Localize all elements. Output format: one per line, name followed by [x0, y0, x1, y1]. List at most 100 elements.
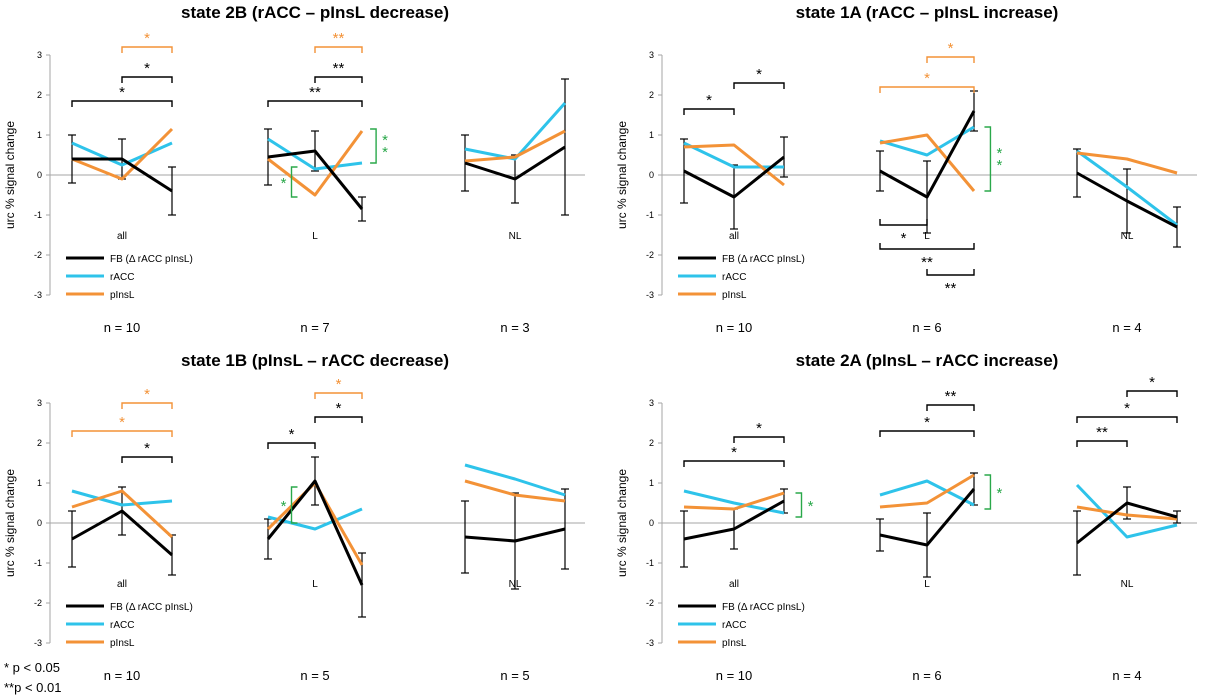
significance-star: *: [382, 132, 388, 149]
significance-star: *: [756, 66, 762, 83]
pinsl-line-l: [879, 133, 976, 192]
legend-label: rACC: [110, 620, 134, 631]
fb-line-all: [71, 509, 173, 557]
racc-line-nl: [1076, 149, 1178, 227]
legend-label: pInsL: [722, 290, 747, 301]
significance-star: *: [144, 386, 150, 403]
legend-label: rACC: [722, 272, 746, 283]
y-axis-label: urc % signal change: [3, 469, 17, 577]
significance-bracket: [314, 46, 363, 53]
significance-bracket: [683, 108, 735, 115]
y-tick-label: 1: [649, 478, 654, 488]
significance-star: *: [997, 145, 1003, 162]
significance-star: **: [309, 84, 321, 101]
significance-star: **: [945, 280, 957, 297]
group-n-label: n = 6: [912, 668, 941, 683]
legend-label: pInsL: [722, 638, 747, 649]
pinsl-line-l: [267, 130, 364, 197]
fb-line-nl: [1076, 171, 1178, 229]
significance-bracket: [314, 416, 363, 423]
group-n-label: n = 10: [104, 320, 141, 335]
group-n-label: n = 5: [500, 668, 529, 683]
y-tick-label: 0: [37, 170, 42, 180]
significance-bracket: [683, 460, 785, 467]
y-axis-label: urc % signal change: [615, 121, 629, 229]
y-tick-label: -3: [34, 290, 42, 300]
significance-bracket: [984, 126, 992, 192]
significance-bracket: [121, 76, 173, 83]
significance-bracket: [290, 486, 298, 524]
significance-star: *: [119, 414, 125, 431]
group-n-label: n = 4: [1112, 668, 1141, 683]
y-tick-label: 0: [649, 518, 654, 528]
fb-line-all: [72, 157, 173, 193]
legend-label: FB (Δ rACC pInsL): [110, 254, 193, 265]
y-tick-label: -3: [34, 638, 42, 648]
significance-bracket: [879, 243, 975, 250]
significance-star: *: [808, 498, 814, 515]
significance-bracket: [879, 86, 975, 93]
y-tick-label: -3: [646, 290, 654, 300]
y-tick-label: -2: [646, 598, 654, 608]
significance-star: *: [924, 70, 930, 87]
legend-label: FB (Δ rACC pInsL): [722, 602, 805, 613]
pinsl-line-all: [683, 491, 785, 511]
pinsl-line-all: [71, 127, 174, 181]
y-tick-label: 3: [649, 50, 654, 60]
fb-line-all: [683, 499, 785, 541]
significance-bracket: [290, 166, 298, 198]
significance-star: *: [336, 376, 342, 393]
chart-panel-1: state 2B (rACC – pInsL decrease) 3 2 1 0 -1 -2…: [3, 3, 585, 335]
y-tick-label: 2: [649, 438, 654, 448]
significance-star: *: [382, 144, 388, 161]
y-tick-label: -1: [34, 210, 42, 220]
group-label: L: [312, 231, 318, 242]
chart-panel-4: state 2A (pInsL – rACC increase) 3 2 1 0 -1 -2…: [615, 351, 1197, 683]
significance-bracket: [1126, 390, 1178, 397]
group-label: all: [729, 231, 739, 242]
significance-star: *: [997, 485, 1003, 502]
y-tick-label: 2: [37, 438, 42, 448]
significance-star: *: [997, 157, 1003, 174]
y-tick-label: 3: [37, 50, 42, 60]
pinsl-line-l: [879, 473, 975, 509]
chart-title: state 2B (rACC – pInsL decrease): [181, 3, 449, 22]
significance-bracket: [370, 128, 377, 164]
significance-star: *: [281, 175, 287, 192]
racc-line-l: [879, 479, 975, 507]
fb-line-l: [879, 110, 976, 199]
significance-star: **: [921, 254, 933, 271]
significance-star: *: [119, 84, 125, 101]
significance-bracket: [267, 442, 316, 449]
fb-line-all: [683, 155, 785, 199]
significance-bracket: [71, 100, 173, 107]
significance-bracket: [879, 430, 975, 437]
significance-star: *: [948, 40, 954, 57]
chart-panel-3: state 1B (pInsL – rACC decrease) 3 2 1 0 -1 -2…: [3, 351, 585, 683]
significance-star: *: [144, 440, 150, 457]
chart-title: state 1A (rACC – pInsL increase): [796, 3, 1059, 22]
group-n-label: n = 10: [104, 668, 141, 683]
group-label: all: [729, 579, 739, 590]
racc-line-nl: [1075, 483, 1178, 539]
footnote-p05: * p < 0.05: [4, 660, 61, 675]
significance-star: *: [731, 444, 737, 461]
y-tick-label: 2: [649, 90, 654, 100]
significance-bracket: [733, 82, 785, 89]
y-tick-label: -2: [34, 250, 42, 260]
y-tick-label: 1: [37, 130, 42, 140]
y-tick-label: -1: [646, 210, 654, 220]
legend-label: rACC: [110, 272, 134, 283]
significance-star: *: [756, 420, 762, 437]
significance-star: *: [706, 92, 712, 109]
significance-star: *: [144, 30, 150, 47]
significance-bracket: [926, 56, 975, 63]
significance-star: *: [924, 414, 930, 431]
significance-bracket: [879, 219, 928, 226]
racc-line-all: [71, 141, 173, 167]
group-label: NL: [1121, 231, 1134, 242]
fb-line-nl: [464, 145, 566, 181]
group-label: L: [312, 579, 318, 590]
significance-star: **: [333, 60, 345, 77]
